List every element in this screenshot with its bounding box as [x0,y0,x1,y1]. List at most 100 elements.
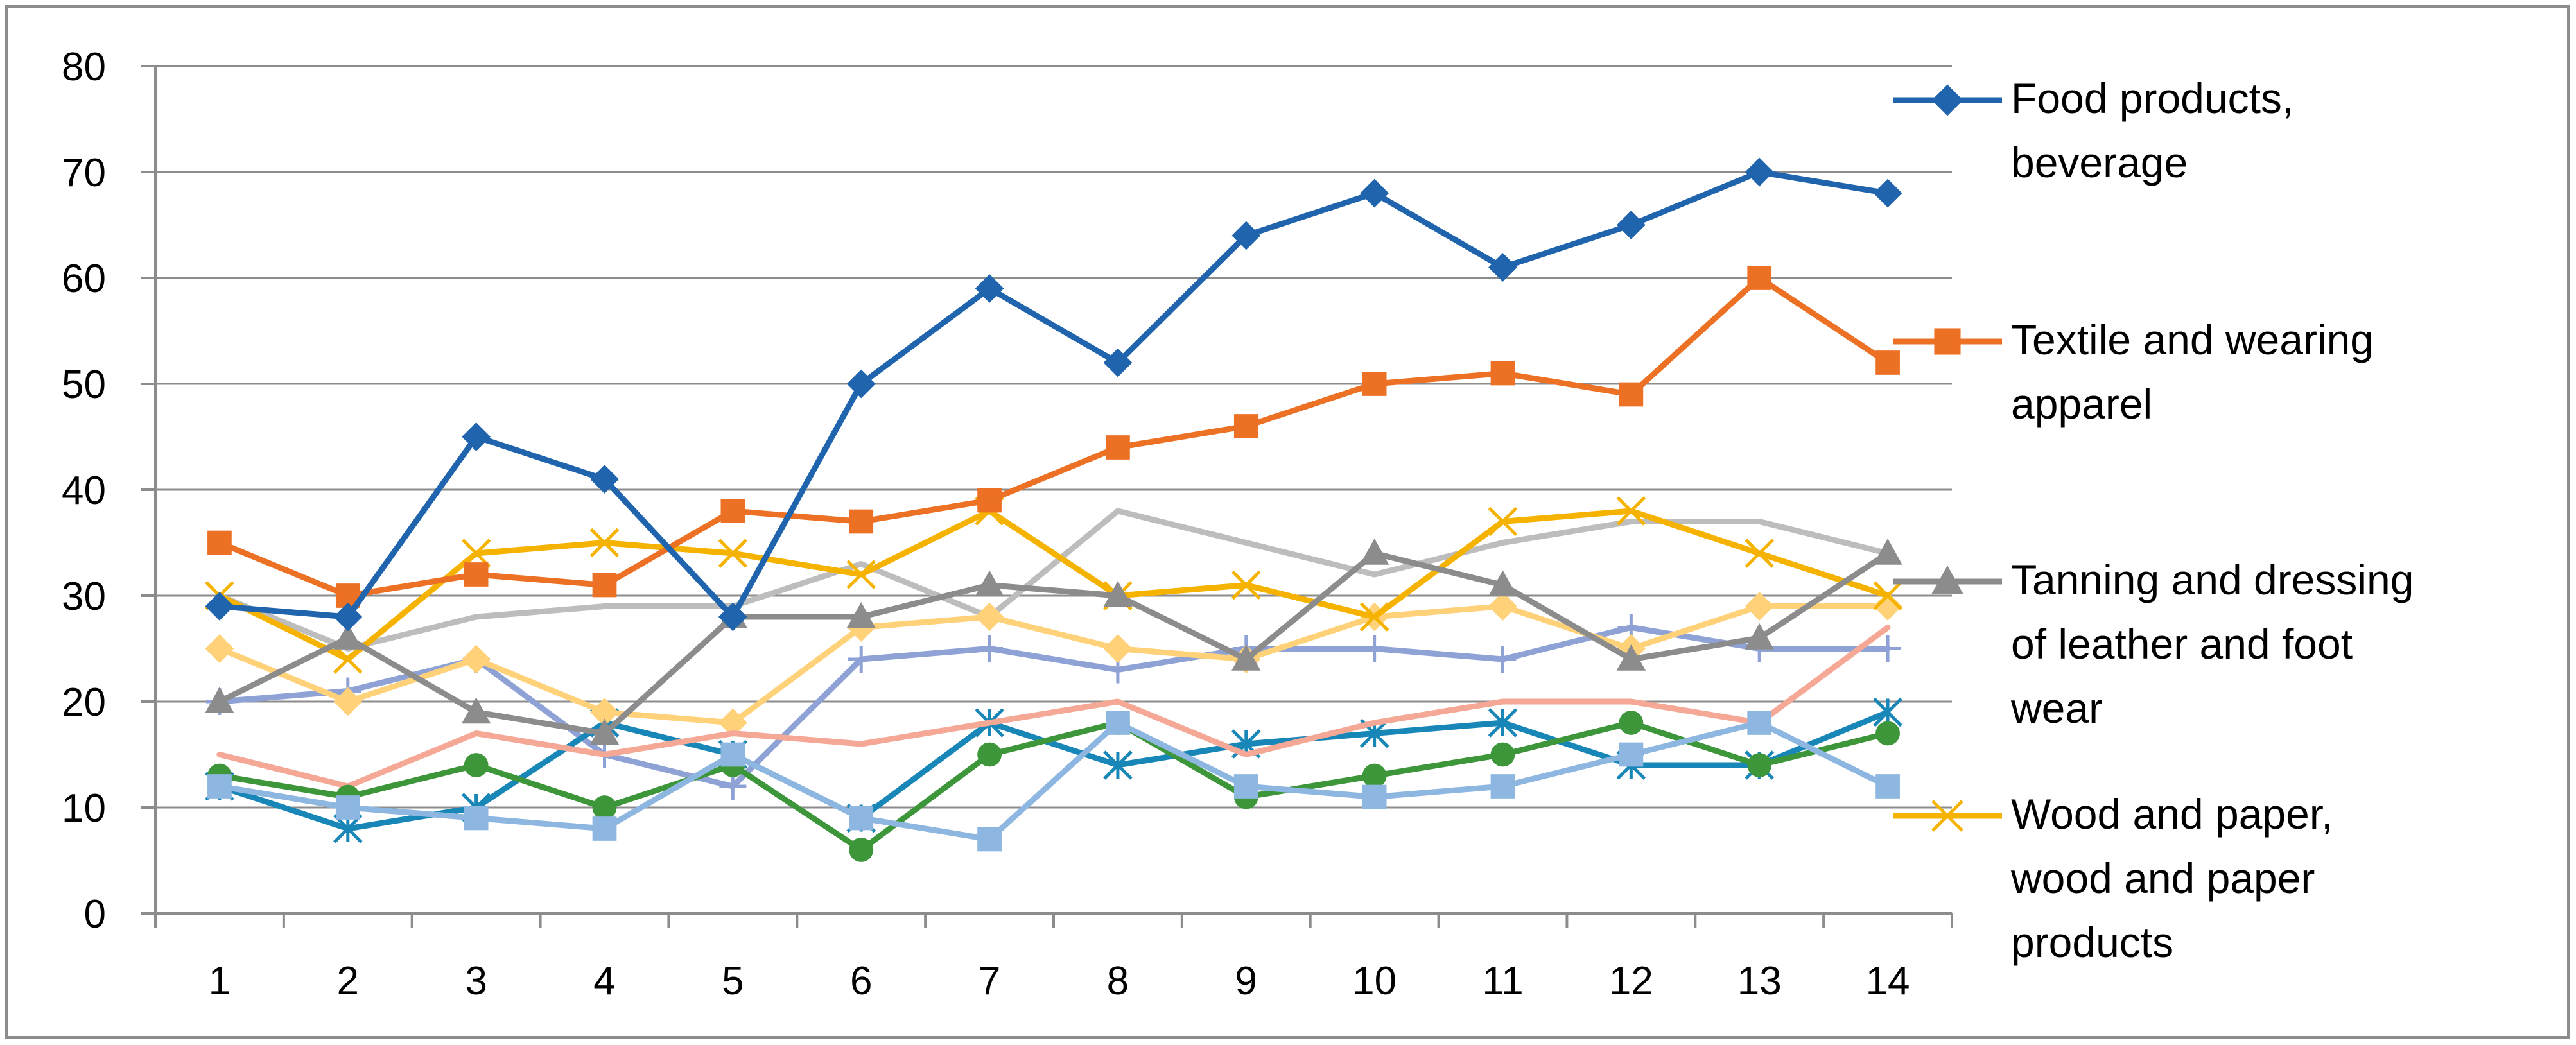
data-point [1745,539,1774,568]
data-point [461,697,491,724]
data-point [462,422,491,451]
series-line [216,508,1891,662]
data-point [1875,774,1900,799]
legend-marker [1931,565,1963,594]
y-tick-label: 60 [62,257,106,301]
y-tick-label: 40 [62,469,106,513]
data-point [849,509,874,534]
data-point [1360,178,1389,208]
data-point [205,634,234,663]
legend-label: beverage [2011,139,2188,186]
data-point [462,644,491,674]
data-point [1103,348,1133,377]
data-point [1103,634,1133,663]
legend-marker [1934,328,1961,355]
data-point [846,560,876,589]
data-point [1231,570,1261,600]
data-point [848,646,875,673]
data-point [1490,742,1515,767]
series-8 [205,592,1902,738]
data-point [975,570,1004,597]
y-tick-label: 20 [62,680,106,725]
data-point [1231,221,1261,250]
data-point [846,601,876,628]
legend-marker [1931,84,1963,116]
x-tick-label: 10 [1352,959,1397,1003]
data-point [975,602,1004,632]
data-point [1747,711,1772,735]
series-line [216,720,1891,853]
data-point [1488,506,1518,537]
x-tick-label: 5 [722,959,744,1003]
data-point [1873,178,1902,208]
data-point [1874,635,1902,662]
data-point [1873,592,1902,621]
series-7 [216,508,1891,652]
data-point [1103,580,1133,607]
data-point [207,774,232,799]
x-tick-label: 6 [850,959,872,1003]
data-point [1231,644,1261,671]
data-point [1106,711,1130,735]
data-point [1745,157,1774,187]
data-point [592,816,617,841]
data-point [1233,414,1258,438]
data-point [718,539,748,568]
x-tick-label: 9 [1235,959,1257,1003]
data-point [1745,592,1774,621]
data-point [1616,211,1646,239]
data-point [1362,784,1387,809]
data-point [976,635,1004,662]
series-line [216,625,1891,790]
data-point [333,623,363,650]
data-point [333,687,363,716]
x-tick-label: 13 [1737,959,1782,1003]
data-point [1490,361,1515,386]
data-point [1619,742,1644,767]
legend-entry: Wood and paper, wood and paper products [1893,790,2333,966]
data-point [205,592,234,621]
data-point [1359,538,1389,565]
data-point [335,795,360,820]
data-point [846,369,876,399]
series-1 [205,157,1902,632]
data-point [719,773,747,800]
x-tick-label: 12 [1609,959,1653,1003]
data-point [1106,435,1130,460]
y-tick-label: 80 [62,45,106,89]
data-point [1488,592,1517,621]
series-line [216,508,1891,652]
data-point [1362,372,1387,396]
data-point [207,530,232,555]
data-point [977,827,1002,852]
x-tick-label: 2 [337,959,359,1003]
data-point [1619,711,1644,735]
data-point [333,644,363,674]
x-tick-label: 14 [1866,959,1910,1003]
gridlines [155,65,1952,809]
series-10 [207,711,1900,862]
data-point [975,274,1004,303]
data-point [977,488,1002,513]
legend-entry: Textile and wearing apparel [1893,316,2374,428]
data-point [464,753,489,777]
chart-frame [5,5,2570,1039]
data-point [1359,602,1389,632]
data-point [1747,753,1772,777]
y-tick-label: 10 [62,786,106,831]
x-tick-label: 11 [1482,959,1523,1003]
data-point [1488,708,1518,738]
data-point [1233,774,1258,799]
data-point [333,814,363,843]
x-tick-label: 1 [209,959,231,1003]
x-tick-label: 3 [465,959,487,1003]
data-point [1619,382,1644,407]
series-line [216,720,1891,842]
data-point [1745,623,1774,650]
legend-marker [1931,800,1963,832]
data-point [1103,750,1133,780]
data-point [464,562,489,587]
legend-label: Food products, [2011,74,2293,122]
data-point [720,742,745,767]
x-tick-label: 7 [979,959,1000,1003]
